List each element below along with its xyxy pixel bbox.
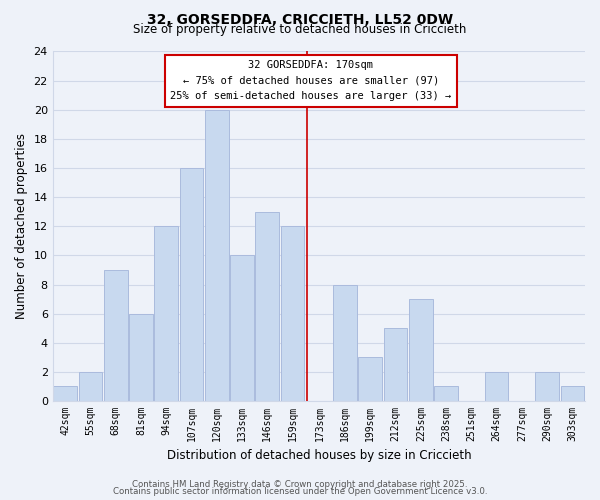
Bar bbox=[53, 386, 77, 401]
Bar bbox=[535, 372, 559, 401]
Bar bbox=[281, 226, 304, 401]
Bar bbox=[384, 328, 407, 401]
Bar bbox=[485, 372, 508, 401]
Text: Contains public sector information licensed under the Open Government Licence v3: Contains public sector information licen… bbox=[113, 487, 487, 496]
Bar bbox=[230, 256, 254, 401]
Bar bbox=[358, 358, 382, 401]
X-axis label: Distribution of detached houses by size in Criccieth: Distribution of detached houses by size … bbox=[167, 450, 471, 462]
Bar bbox=[560, 386, 584, 401]
Bar bbox=[129, 314, 153, 401]
Text: Contains HM Land Registry data © Crown copyright and database right 2025.: Contains HM Land Registry data © Crown c… bbox=[132, 480, 468, 489]
Bar bbox=[154, 226, 178, 401]
Bar bbox=[434, 386, 458, 401]
Bar bbox=[180, 168, 203, 401]
Text: Size of property relative to detached houses in Criccieth: Size of property relative to detached ho… bbox=[133, 22, 467, 36]
Bar bbox=[205, 110, 229, 401]
Bar bbox=[104, 270, 128, 401]
Bar bbox=[79, 372, 103, 401]
Y-axis label: Number of detached properties: Number of detached properties bbox=[15, 134, 28, 320]
Bar bbox=[333, 284, 357, 401]
Bar bbox=[409, 299, 433, 401]
Text: 32, GORSEDDFA, CRICCIETH, LL52 0DW: 32, GORSEDDFA, CRICCIETH, LL52 0DW bbox=[147, 12, 453, 26]
Bar bbox=[256, 212, 279, 401]
Text: 32 GORSEDDFA: 170sqm
← 75% of detached houses are smaller (97)
25% of semi-detac: 32 GORSEDDFA: 170sqm ← 75% of detached h… bbox=[170, 60, 451, 102]
